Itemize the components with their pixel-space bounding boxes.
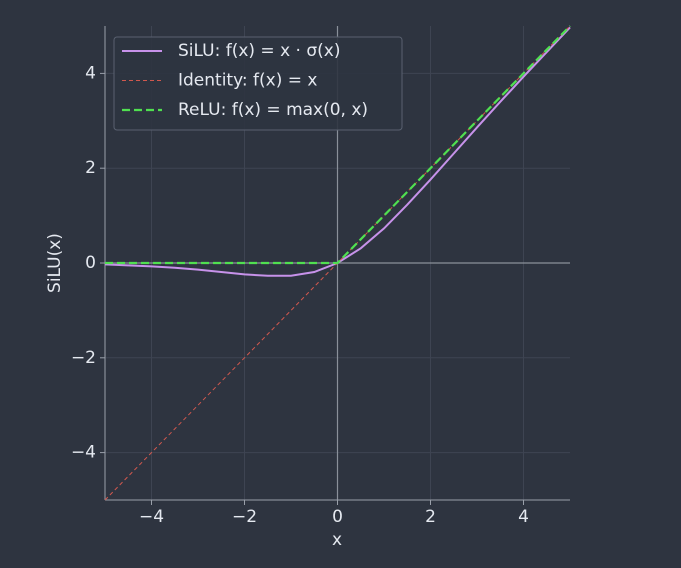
y-tick-label: −2 (71, 348, 96, 368)
y-axis-label: SiLU(x) (45, 233, 65, 293)
legend-label: ReLU: f(x) = max(0, x) (178, 100, 368, 120)
x-axis-label: x (332, 530, 342, 550)
legend: SiLU: f(x) = x · σ(x) Identity: f(x) = x R… (113, 36, 403, 131)
y-tick-label: 0 (85, 253, 96, 273)
series-line (105, 25, 571, 265)
x-tick-label: −2 (232, 507, 257, 527)
y-tick-label: 2 (85, 158, 96, 178)
legend-box (113, 36, 403, 131)
x-tick-label: 0 (332, 507, 343, 527)
y-tick-label: 4 (85, 63, 96, 83)
y-tick-label: −4 (71, 443, 96, 463)
x-tick-label: 2 (425, 507, 436, 527)
x-tick-label: 4 (518, 507, 529, 527)
legend-label: Identity: f(x) = x (178, 71, 317, 91)
legend-label: SiLU: f(x) = x · σ(x) (178, 41, 340, 61)
x-tick-label: −4 (139, 507, 164, 527)
